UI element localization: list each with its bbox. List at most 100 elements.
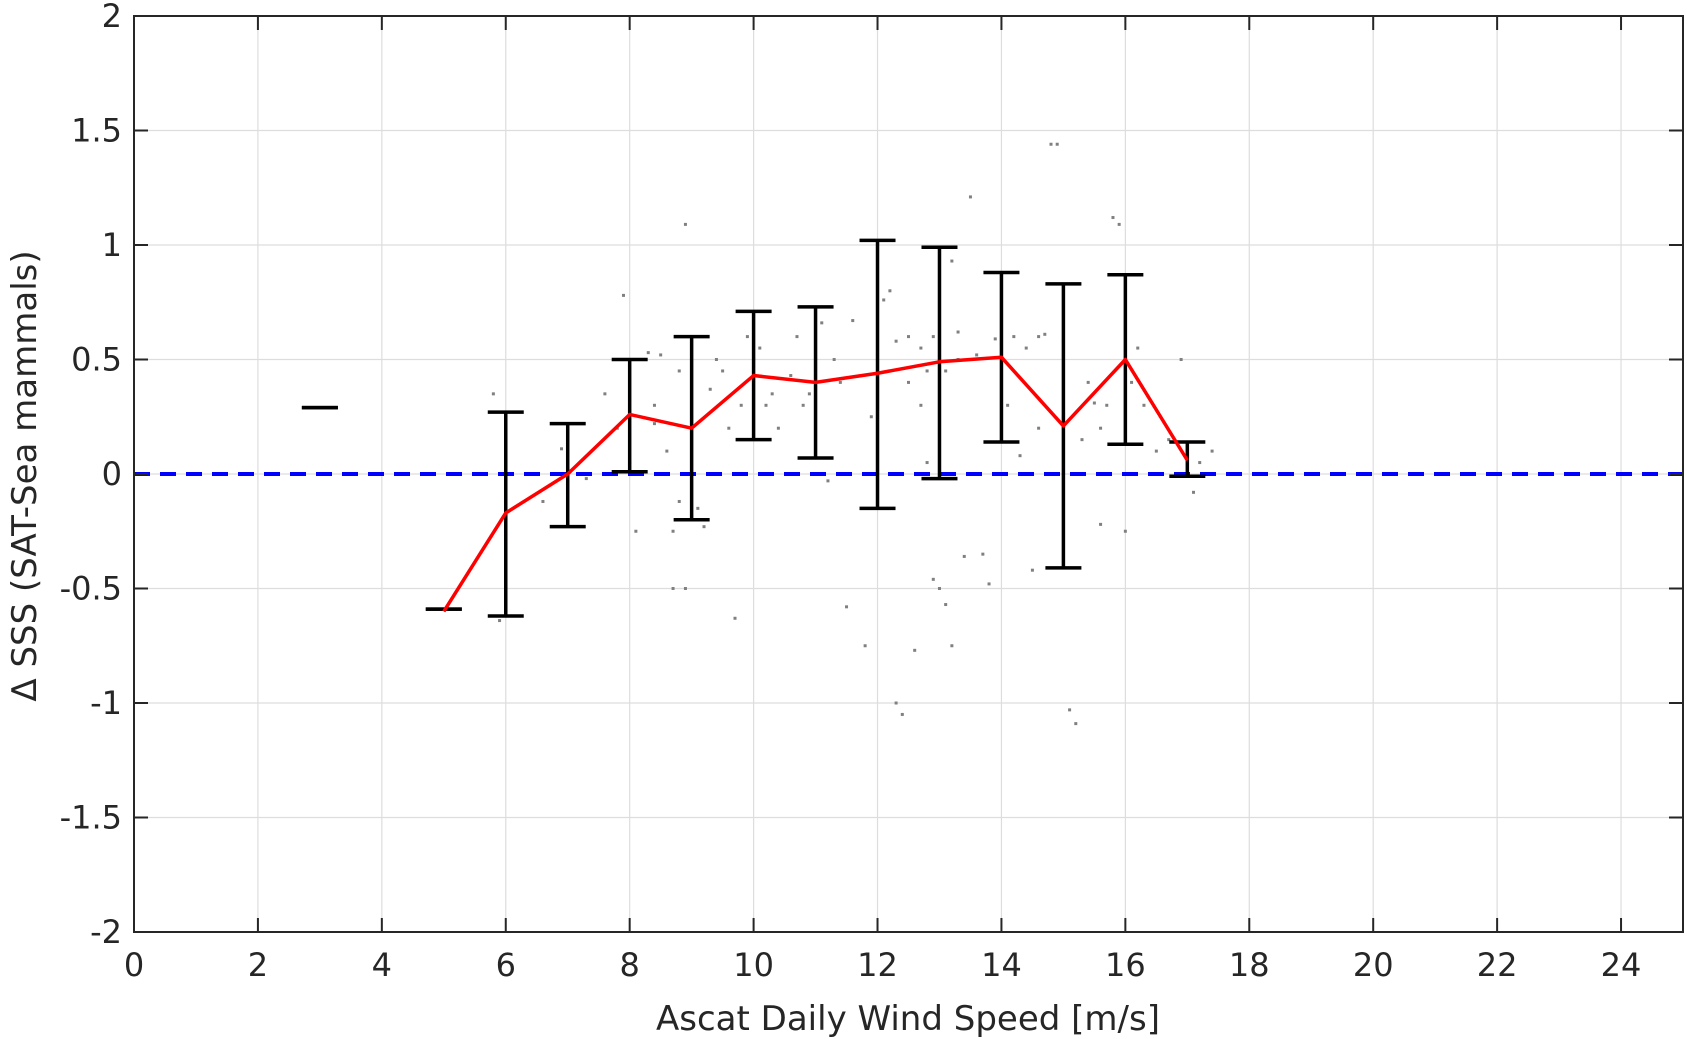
scatter-point	[652, 422, 656, 426]
scatter-point	[621, 293, 625, 297]
scatter-point	[937, 587, 941, 590]
scatter-point	[671, 587, 675, 590]
x-tick-label: 0	[124, 946, 144, 984]
x-tick-label: 10	[733, 946, 774, 984]
scatter-point	[900, 712, 904, 716]
scatter-point	[1055, 142, 1059, 146]
scatter-point	[944, 369, 948, 373]
scatter-point	[758, 346, 762, 350]
scatter-point	[1130, 380, 1134, 384]
y-tick-label: 1.5	[71, 112, 122, 150]
scatter-point	[1136, 346, 1140, 350]
scatter-point	[665, 449, 669, 453]
grid	[133, 15, 1683, 933]
scatter-point	[733, 616, 737, 620]
scatter-point	[882, 298, 886, 302]
scatter-point	[913, 648, 917, 652]
mean-polyline	[442, 355, 1189, 613]
x-tick-label: 20	[1353, 946, 1394, 984]
scatter-point	[950, 259, 954, 263]
scatter-point	[931, 335, 935, 339]
scatter-point	[801, 403, 805, 407]
scatter-point	[962, 554, 966, 558]
scatter-point	[1043, 332, 1047, 336]
scatter-point	[981, 552, 985, 556]
scatter-point	[1192, 490, 1196, 494]
scatter-point	[1074, 722, 1078, 726]
scatter-point	[1037, 426, 1041, 430]
y-tick-label: 0.5	[71, 341, 122, 379]
y-tick-label: -2	[90, 913, 122, 951]
scatter-point	[1099, 522, 1103, 526]
scatter-point	[993, 337, 997, 341]
scatter-point	[646, 351, 650, 355]
scatter-point	[950, 644, 954, 648]
scatter-point	[888, 289, 892, 293]
scatter-point	[560, 447, 564, 451]
scatter-point	[739, 403, 743, 407]
scatter-point	[919, 346, 923, 350]
scatter-point	[907, 335, 910, 339]
scatter-point	[1086, 380, 1090, 384]
scatter-point	[820, 321, 824, 325]
scatter-point	[894, 339, 898, 343]
scatter-point	[1080, 438, 1084, 442]
scatter-point	[1006, 403, 1010, 407]
scatter-point	[708, 387, 712, 391]
y-tick-labels: -2 -1.5 -1 -0.5 0 0.5 1 1.5 2	[60, 0, 122, 951]
scatter-point	[1111, 216, 1115, 220]
x-tick-label: 18	[1229, 946, 1270, 984]
scatter-point	[795, 335, 799, 339]
scatter-point	[1154, 449, 1158, 453]
scatter-point	[1018, 454, 1022, 458]
scatter-point	[683, 222, 687, 226]
scatter-point	[1099, 426, 1103, 430]
scatter-point	[956, 330, 960, 334]
scatter-point	[541, 499, 545, 503]
y-tick-label: 1	[102, 226, 122, 264]
scatter-point	[1030, 568, 1034, 572]
x-tick-label: 12	[857, 946, 898, 984]
scatter-point	[677, 499, 681, 503]
scatter-point	[925, 461, 929, 465]
scatter-point	[894, 701, 898, 705]
scatter-point	[863, 644, 867, 648]
scatter-point	[671, 529, 675, 533]
scatter-point	[1024, 346, 1028, 350]
scatter-point	[764, 403, 768, 407]
x-tick-label: 16	[1105, 946, 1146, 984]
x-tick-labels: 0 2 4 6 8 10 12 14 16 18 20 22 24	[124, 946, 1642, 984]
axes-frame	[133, 15, 1684, 933]
x-axis-label: Ascat Daily Wind Speed [m/s]	[656, 999, 1160, 1039]
scatter-point	[603, 392, 607, 396]
scatter-point	[1167, 438, 1171, 442]
scatter-point	[1068, 708, 1072, 712]
x-tick-label: 4	[372, 946, 392, 984]
scatter-point	[776, 426, 780, 430]
x-tick-label: 8	[620, 946, 640, 984]
scatter-point	[1123, 529, 1127, 533]
scatter-point	[498, 619, 502, 623]
scatter-point	[851, 319, 855, 323]
scatter-point	[869, 415, 873, 419]
scatter-point	[1049, 142, 1053, 146]
scatter-point	[652, 403, 656, 407]
scatter-point	[807, 392, 811, 396]
y-tick-label: -1	[90, 684, 122, 722]
scatter-point	[634, 529, 638, 533]
scatter-point	[659, 353, 663, 357]
scatter-point	[1105, 403, 1109, 407]
mean-line	[442, 355, 1189, 613]
scatter-point	[1179, 358, 1183, 361]
scatter-point	[789, 374, 793, 378]
y-tick-label: -0.5	[60, 570, 122, 608]
scatter-point	[845, 605, 849, 609]
scatter-point	[1198, 461, 1202, 465]
scatter-point	[826, 479, 830, 483]
scatter-point	[968, 195, 972, 199]
scatter-point	[987, 582, 991, 586]
scatter-point	[683, 587, 687, 590]
scatter-point	[907, 380, 910, 384]
scatter-point	[944, 603, 948, 607]
